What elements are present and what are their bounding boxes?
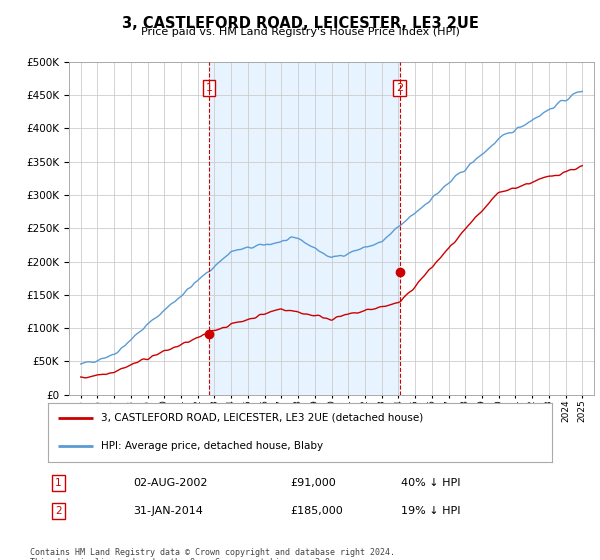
Text: Contains HM Land Registry data © Crown copyright and database right 2024.
This d: Contains HM Land Registry data © Crown c… (30, 548, 395, 560)
Text: Price paid vs. HM Land Registry's House Price Index (HPI): Price paid vs. HM Land Registry's House … (140, 27, 460, 37)
Bar (209, 62, 400, 395)
Text: 1: 1 (55, 478, 61, 488)
Text: 02-AUG-2002: 02-AUG-2002 (134, 478, 208, 488)
Text: 19% ↓ HPI: 19% ↓ HPI (401, 506, 460, 516)
Text: 3, CASTLEFORD ROAD, LEICESTER, LE3 2UE (detached house): 3, CASTLEFORD ROAD, LEICESTER, LE3 2UE (… (101, 413, 423, 423)
Text: 40% ↓ HPI: 40% ↓ HPI (401, 478, 460, 488)
Text: 2: 2 (55, 506, 61, 516)
Text: 2: 2 (396, 83, 403, 94)
Text: £185,000: £185,000 (290, 506, 343, 516)
Text: 31-JAN-2014: 31-JAN-2014 (134, 506, 203, 516)
Text: HPI: Average price, detached house, Blaby: HPI: Average price, detached house, Blab… (101, 441, 323, 451)
Text: 1: 1 (205, 83, 212, 94)
Text: 3, CASTLEFORD ROAD, LEICESTER, LE3 2UE: 3, CASTLEFORD ROAD, LEICESTER, LE3 2UE (122, 16, 478, 31)
Text: £91,000: £91,000 (290, 478, 335, 488)
